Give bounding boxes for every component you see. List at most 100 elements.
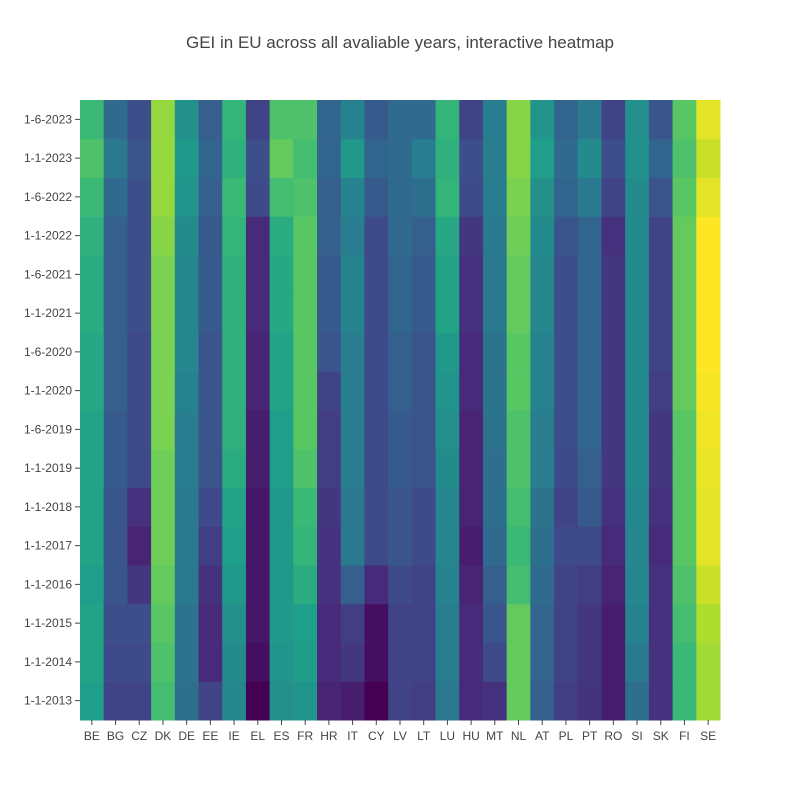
heatmap-cell-SI-1-1-2014[interactable]: [625, 642, 650, 682]
heatmap-cell-DK-1-1-2020[interactable]: [151, 371, 176, 411]
heatmap-cell-EE-1-1-2020[interactable]: [198, 371, 223, 411]
heatmap-cell-CY-1-1-2018[interactable]: [364, 487, 389, 527]
heatmap-cell-BG-1-6-2019[interactable]: [103, 410, 128, 450]
heatmap-cell-IT-1-1-2014[interactable]: [340, 642, 365, 682]
heatmap-cell-LU-1-6-2020[interactable]: [435, 332, 460, 372]
heatmap-cell-SK-1-1-2023[interactable]: [648, 138, 674, 178]
heatmap-cell-CY-1-6-2022[interactable]: [364, 177, 389, 217]
heatmap-cell-PL-1-1-2016[interactable]: [554, 565, 579, 605]
heatmap-cell-EL-1-1-2020[interactable]: [245, 371, 271, 411]
heatmap-cell-LV-1-6-2023[interactable]: [388, 100, 413, 140]
heatmap-cell-CZ-1-6-2020[interactable]: [127, 332, 152, 372]
heatmap-cell-BG-1-1-2023[interactable]: [103, 138, 128, 178]
heatmap-cell-DK-1-1-2018[interactable]: [151, 487, 176, 527]
heatmap-cell-SK-1-1-2015[interactable]: [648, 603, 674, 643]
heatmap-cell-LV-1-1-2016[interactable]: [388, 565, 413, 605]
heatmap-cell-MT-1-6-2020[interactable]: [482, 332, 508, 372]
heatmap-cell-PT-1-1-2017[interactable]: [577, 526, 602, 566]
heatmap-cell-PL-1-1-2022[interactable]: [554, 216, 579, 256]
heatmap-cell-AT-1-1-2021[interactable]: [530, 293, 555, 333]
heatmap-cell-LV-1-1-2019[interactable]: [388, 448, 413, 488]
heatmap-cell-HU-1-6-2022[interactable]: [459, 177, 484, 217]
heatmap-cell-LT-1-1-2021[interactable]: [411, 293, 437, 333]
heatmap-cell-EE-1-1-2021[interactable]: [198, 293, 223, 333]
heatmap-cell-EE-1-1-2015[interactable]: [198, 603, 223, 643]
heatmap-cell-DK-1-1-2017[interactable]: [151, 526, 176, 566]
heatmap-cell-DE-1-6-2023[interactable]: [174, 100, 200, 140]
heatmap-cell-DE-1-1-2016[interactable]: [174, 565, 200, 605]
heatmap-cell-ES-1-6-2022[interactable]: [269, 177, 294, 217]
heatmap-cell-HU-1-1-2015[interactable]: [459, 603, 484, 643]
heatmap-cell-BE-1-6-2020[interactable]: [80, 332, 105, 372]
heatmap-cell-SK-1-6-2019[interactable]: [648, 410, 674, 450]
heatmap-cell-EE-1-6-2023[interactable]: [198, 100, 223, 140]
heatmap-cell-PT-1-6-2021[interactable]: [577, 255, 602, 295]
heatmap-cell-AT-1-6-2023[interactable]: [530, 100, 555, 140]
heatmap-cell-NL-1-1-2019[interactable]: [506, 448, 531, 488]
heatmap-cell-FR-1-6-2019[interactable]: [293, 410, 318, 450]
heatmap-cell-LT-1-1-2018[interactable]: [411, 487, 437, 527]
heatmap-cell-FI-1-1-2018[interactable]: [672, 487, 697, 527]
heatmap-cell-CZ-1-1-2018[interactable]: [127, 487, 152, 527]
heatmap-cell-CY-1-6-2020[interactable]: [364, 332, 389, 372]
heatmap-cell-MT-1-6-2023[interactable]: [482, 100, 508, 140]
heatmap-cell-MT-1-6-2021[interactable]: [482, 255, 508, 295]
heatmap-cell-SI-1-1-2020[interactable]: [625, 371, 650, 411]
heatmap-cell-EL-1-1-2014[interactable]: [245, 642, 271, 682]
heatmap-cell-MT-1-1-2015[interactable]: [482, 603, 508, 643]
heatmap-cell-LV-1-1-2021[interactable]: [388, 293, 413, 333]
heatmap-cell-BE-1-1-2017[interactable]: [80, 526, 105, 566]
heatmap-cell-BE-1-6-2022[interactable]: [80, 177, 105, 217]
heatmap-cell-DK-1-1-2022[interactable]: [151, 216, 176, 256]
heatmap-cell-PL-1-1-2015[interactable]: [554, 603, 579, 643]
heatmap-cell-BE-1-1-2013[interactable]: [80, 681, 105, 721]
heatmap-cell-IE-1-6-2021[interactable]: [222, 255, 247, 295]
heatmap-cell-LV-1-1-2013[interactable]: [388, 681, 413, 721]
heatmap-cell-EL-1-1-2016[interactable]: [245, 565, 271, 605]
heatmap-cell-NL-1-1-2014[interactable]: [506, 642, 531, 682]
heatmap-cell-PL-1-6-2019[interactable]: [554, 410, 579, 450]
heatmap-cell-SK-1-6-2023[interactable]: [648, 100, 674, 140]
heatmap-cell-FI-1-1-2015[interactable]: [672, 603, 697, 643]
heatmap-cell-PT-1-1-2020[interactable]: [577, 371, 602, 411]
heatmap-cell-SI-1-1-2023[interactable]: [625, 138, 650, 178]
heatmap-cell-HR-1-1-2014[interactable]: [317, 642, 342, 682]
heatmap-cell-PL-1-1-2023[interactable]: [554, 138, 579, 178]
heatmap-cell-MT-1-1-2017[interactable]: [482, 526, 508, 566]
heatmap-cell-SK-1-1-2022[interactable]: [648, 216, 674, 256]
heatmap-cell-PT-1-6-2023[interactable]: [577, 100, 602, 140]
heatmap-cell-FI-1-1-2022[interactable]: [672, 216, 697, 256]
heatmap-cell-BE-1-1-2022[interactable]: [80, 216, 105, 256]
heatmap-cell-BG-1-1-2021[interactable]: [103, 293, 128, 333]
heatmap-cell-SI-1-1-2022[interactable]: [625, 216, 650, 256]
heatmap-cell-FI-1-1-2021[interactable]: [672, 293, 697, 333]
heatmap-cell-ES-1-1-2021[interactable]: [269, 293, 294, 333]
heatmap-cell-SE-1-1-2015[interactable]: [696, 603, 721, 643]
heatmap-cell-LU-1-1-2018[interactable]: [435, 487, 460, 527]
heatmap-cell-HR-1-6-2020[interactable]: [317, 332, 342, 372]
heatmap-cell-IE-1-6-2022[interactable]: [222, 177, 247, 217]
heatmap-cell-FR-1-1-2015[interactable]: [293, 603, 318, 643]
heatmap-cell-AT-1-1-2022[interactable]: [530, 216, 555, 256]
heatmap-cell-LU-1-6-2022[interactable]: [435, 177, 460, 217]
heatmap-cell-CY-1-1-2016[interactable]: [364, 565, 389, 605]
heatmap-cell-FR-1-1-2022[interactable]: [293, 216, 318, 256]
heatmap-cell-FI-1-6-2022[interactable]: [672, 177, 697, 217]
heatmap-cell-DK-1-1-2019[interactable]: [151, 448, 176, 488]
heatmap-cell-PT-1-1-2018[interactable]: [577, 487, 602, 527]
heatmap-cell-ES-1-6-2023[interactable]: [269, 100, 294, 140]
heatmap-cell-DE-1-1-2017[interactable]: [174, 526, 200, 566]
heatmap-cell-SI-1-1-2019[interactable]: [625, 448, 650, 488]
heatmap-cell-IE-1-1-2019[interactable]: [222, 448, 247, 488]
heatmap-cell-AT-1-1-2020[interactable]: [530, 371, 555, 411]
heatmap-cell-LU-1-1-2016[interactable]: [435, 565, 460, 605]
heatmap-cells[interactable]: [80, 100, 721, 721]
heatmap-cell-CY-1-6-2019[interactable]: [364, 410, 389, 450]
heatmap-cell-EL-1-6-2020[interactable]: [245, 332, 271, 372]
heatmap-cell-RO-1-1-2015[interactable]: [601, 603, 626, 643]
heatmap-cell-EL-1-1-2019[interactable]: [245, 448, 271, 488]
heatmap-cell-PL-1-1-2020[interactable]: [554, 371, 579, 411]
heatmap-cell-CZ-1-6-2021[interactable]: [127, 255, 152, 295]
heatmap-cell-IT-1-6-2023[interactable]: [340, 100, 365, 140]
